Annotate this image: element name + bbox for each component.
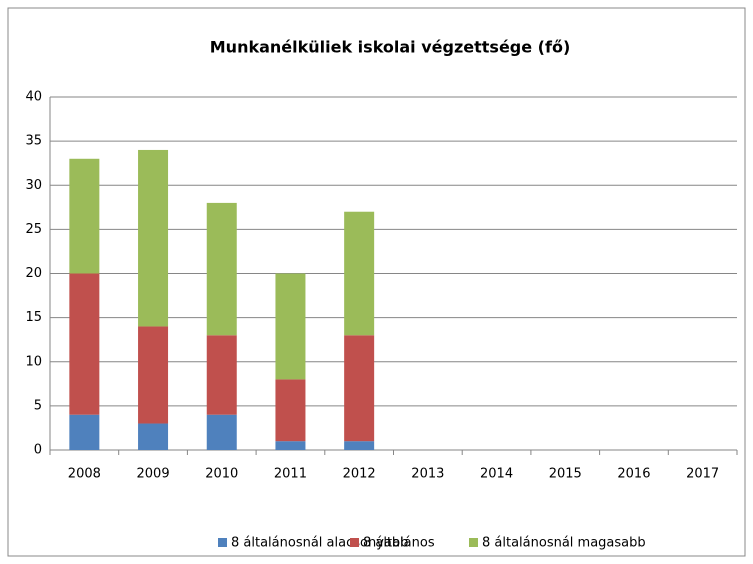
x-tick-label: 2010 <box>205 467 238 482</box>
bar-segment <box>275 379 306 442</box>
bar-segment <box>206 335 237 415</box>
legend-label: 8 általános <box>363 536 435 551</box>
y-tick-label: 10 <box>25 354 42 369</box>
x-tick-label: 2017 <box>686 467 719 482</box>
y-tick-label: 5 <box>34 398 42 413</box>
x-tick-label: 2013 <box>411 467 444 482</box>
chart-border <box>7 7 746 557</box>
bar-segment <box>69 158 100 274</box>
y-tick-label: 25 <box>25 222 42 237</box>
legend-swatch <box>350 538 359 547</box>
bar-segment <box>138 423 169 450</box>
y-tick-label: 30 <box>25 178 42 193</box>
legend-label: 8 általánosnál alacsonyabb <box>231 536 408 551</box>
bar-segment <box>69 414 100 450</box>
legend-swatch <box>469 538 478 547</box>
y-tick-label: 35 <box>25 134 42 149</box>
x-tick-label: 2016 <box>617 467 650 482</box>
bar-segment <box>138 149 169 327</box>
x-tick-label: 2014 <box>480 467 513 482</box>
legend-label: 8 általánosnál magasabb <box>482 536 646 551</box>
bar-segment <box>344 335 375 442</box>
bar-segment <box>69 273 100 415</box>
legend-swatch <box>218 538 227 547</box>
x-tick-label: 2008 <box>68 467 101 482</box>
x-tick-label: 2015 <box>549 467 582 482</box>
x-tick-label: 2011 <box>274 467 307 482</box>
bar-segment <box>344 441 375 450</box>
bar-segment <box>275 273 306 380</box>
y-tick-label: 0 <box>34 443 42 458</box>
bar-segment <box>344 211 375 336</box>
bar-segment <box>275 441 306 450</box>
y-tick-label: 20 <box>25 266 42 281</box>
y-tick-label: 15 <box>25 310 42 325</box>
bar-segment <box>206 202 237 336</box>
y-tick-label: 40 <box>25 90 42 105</box>
bar-segment <box>138 326 169 424</box>
x-tick-label: 2012 <box>343 467 376 482</box>
chart-title: Munkanélküliek iskolai végzettsége (fő) <box>210 38 571 57</box>
x-tick-label: 2009 <box>137 467 170 482</box>
bar-segment <box>206 414 237 450</box>
